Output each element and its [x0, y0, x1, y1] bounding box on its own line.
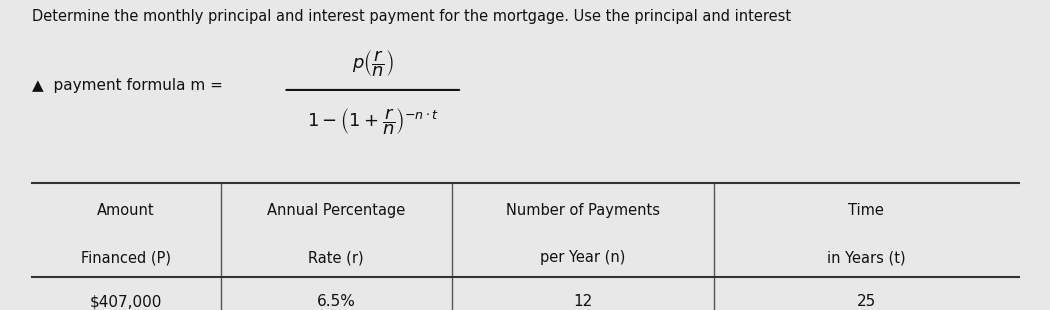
Text: Time: Time [848, 203, 884, 218]
Text: Amount: Amount [98, 203, 154, 218]
Text: Financed (P): Financed (P) [81, 250, 171, 265]
Text: Determine the monthly principal and interest payment for the mortgage. Use the p: Determine the monthly principal and inte… [32, 9, 791, 24]
Text: 12: 12 [573, 294, 592, 309]
Text: 25: 25 [857, 294, 876, 309]
Text: $1 - \left(1 + \dfrac{r}{n}\right)^{-n \cdot t}$: $1 - \left(1 + \dfrac{r}{n}\right)^{-n \… [307, 107, 439, 137]
Text: Number of Payments: Number of Payments [506, 203, 659, 218]
Text: Annual Percentage: Annual Percentage [267, 203, 405, 218]
Text: ▲  payment formula m =: ▲ payment formula m = [32, 78, 223, 93]
Text: $407,000: $407,000 [90, 294, 162, 309]
Text: in Years (t): in Years (t) [827, 250, 905, 265]
Text: Rate (r): Rate (r) [309, 250, 363, 265]
Text: 6.5%: 6.5% [316, 294, 356, 309]
Text: per Year (n): per Year (n) [540, 250, 626, 265]
Text: $p\left(\dfrac{r}{n}\right)$: $p\left(\dfrac{r}{n}\right)$ [352, 49, 394, 79]
